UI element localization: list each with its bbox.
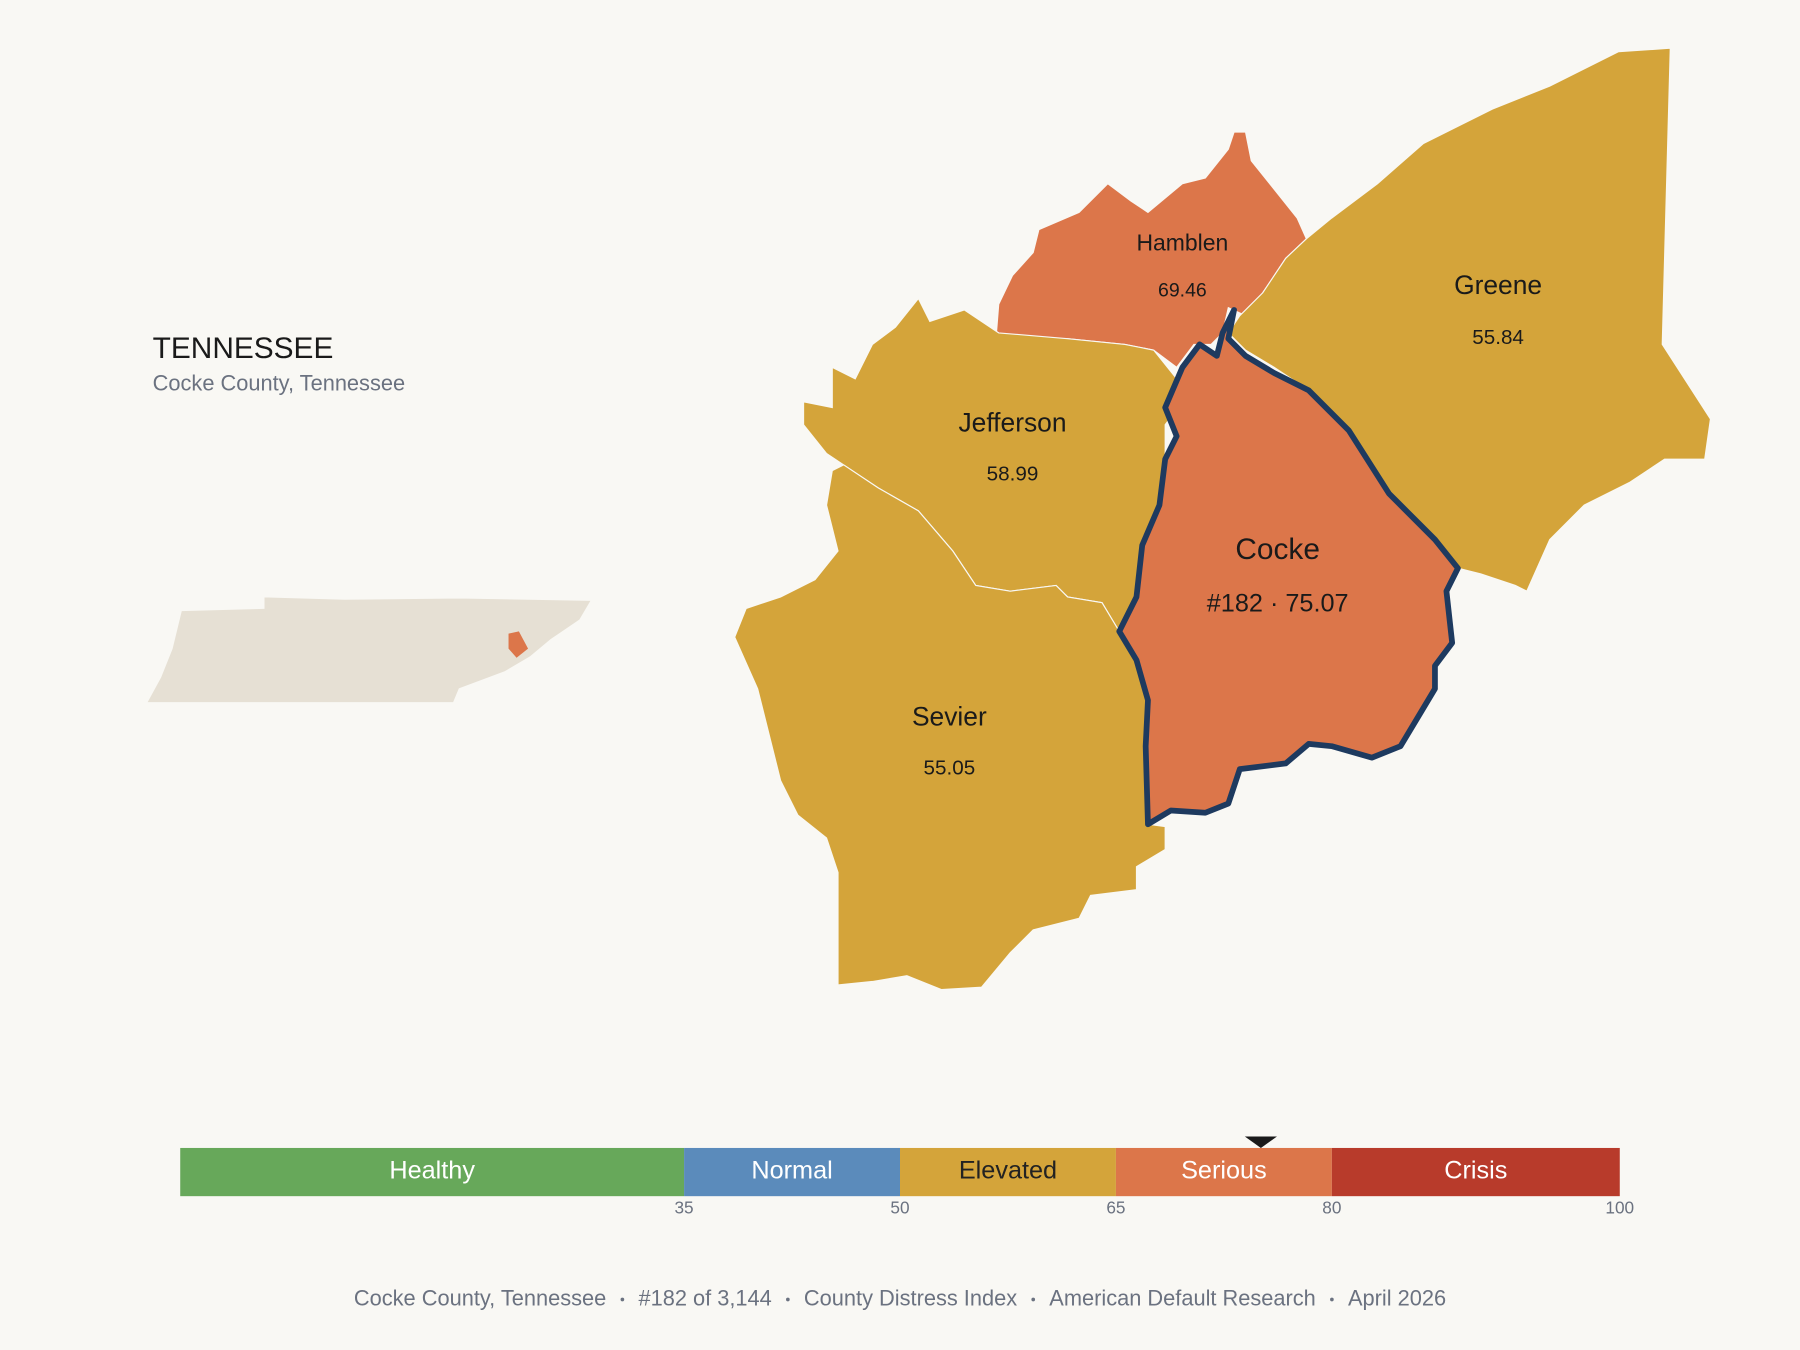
legend-band-label: Crisis <box>1444 1157 1507 1185</box>
state-title: TENNESSEE <box>153 332 334 365</box>
footer-separator <box>1031 1297 1036 1302</box>
county-value: #182 · 75.07 <box>1207 590 1349 618</box>
legend-band-label: Elevated <box>959 1157 1057 1185</box>
footer-separator <box>1330 1297 1334 1302</box>
legend-tick-label: 35 <box>674 1197 693 1217</box>
legend-tick-label: 65 <box>1106 1197 1125 1217</box>
county-name: Hamblen <box>1136 230 1228 256</box>
state-inset <box>146 596 592 704</box>
counties: Hamblen 69.46 Greene 55.84 Jefferson 58.99 Sev… <box>734 47 1712 991</box>
county-value: 69.46 <box>1158 280 1207 302</box>
legend-band <box>1331 1147 1620 1197</box>
legend-tick-label: 100 <box>1605 1197 1634 1217</box>
legend-tick-label: 50 <box>890 1197 909 1217</box>
legend-band-label: Normal <box>751 1157 832 1185</box>
legend-band <box>684 1147 900 1197</box>
county-value: 55.84 <box>1472 326 1524 349</box>
footer: Cocke County, Tennessee #182 of 3,144 Coun… <box>354 1285 1446 1310</box>
county-shape <box>734 464 1166 991</box>
footer-item: American Default Research <box>1049 1285 1316 1310</box>
legend: Healthy Normal Elevated Serious Crisis 35 50 65… <box>180 1136 1634 1217</box>
county-shape <box>995 131 1308 369</box>
footer-item: County Distress Index <box>804 1285 1017 1310</box>
county-name: Cocke <box>1235 533 1320 566</box>
footer-item: #182 of 3,144 <box>638 1285 771 1310</box>
county-value: 58.99 <box>987 463 1039 486</box>
county-name: Greene <box>1454 270 1542 300</box>
county-value: 55.05 <box>924 757 976 780</box>
subtitle: Cocke County, Tennessee <box>153 370 405 395</box>
county-name: Jefferson <box>958 408 1066 438</box>
legend-band <box>180 1147 685 1197</box>
county-outline <box>1116 307 1461 828</box>
legend-tick-label: 80 <box>1322 1197 1341 1217</box>
inset-highlight <box>508 631 529 658</box>
footer-separator <box>786 1297 790 1302</box>
footer-separator <box>620 1297 625 1302</box>
legend-marker <box>1244 1136 1277 1148</box>
legend-band-label: Serious <box>1181 1157 1267 1185</box>
legend-band <box>900 1147 1116 1197</box>
footer-item: April 2026 <box>1348 1285 1446 1310</box>
county-name: Sevier <box>912 702 987 732</box>
legend-band <box>1115 1147 1332 1197</box>
footer-item: Cocke County, Tennessee <box>354 1285 606 1310</box>
legend-band-label: Healthy <box>389 1157 475 1185</box>
